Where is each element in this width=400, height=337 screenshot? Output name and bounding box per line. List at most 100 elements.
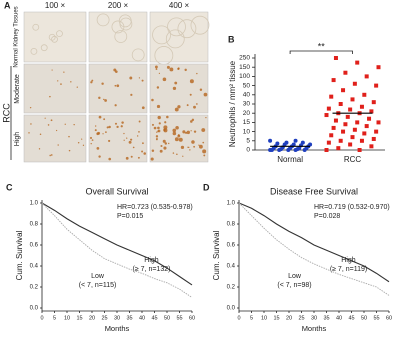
stain-dot: [143, 152, 146, 155]
stain-dot: [137, 156, 140, 159]
stain-dot: [77, 142, 80, 144]
data-point: [336, 146, 341, 151]
x-tick-label: 30: [114, 315, 120, 321]
stain-dot: [162, 139, 166, 143]
stain-dot: [155, 68, 158, 70]
stain-dot: [49, 154, 51, 157]
stain-dot: [142, 142, 144, 145]
y-tick-label: 0.4: [227, 264, 236, 270]
stain-dot: [177, 134, 181, 138]
data-point: [371, 100, 376, 105]
stain-dot: [114, 84, 117, 87]
panel-label: C: [6, 182, 13, 192]
x-tick-label: 25: [298, 315, 304, 321]
x-tick-label: 0: [237, 315, 240, 321]
stain-dot: [177, 105, 181, 109]
stain-dot: [130, 93, 133, 96]
data-point: [376, 65, 381, 70]
data-point: [352, 127, 357, 132]
stain-dot: [196, 72, 198, 75]
tubule: [167, 17, 186, 37]
micrograph: [149, 114, 209, 163]
tubule: [30, 47, 38, 55]
data-point: [374, 129, 379, 134]
stain-dot: [108, 157, 112, 161]
tubule: [40, 44, 48, 52]
stain-dot: [115, 70, 118, 73]
stain-dot: [169, 67, 174, 72]
y-axis-label: Cum. Survival: [212, 230, 221, 280]
x-tick-label: 5: [250, 315, 253, 321]
stain-dot: [123, 139, 125, 141]
row-label: Normal Kidney Tissues: [14, 6, 20, 67]
stain-dot: [116, 84, 120, 88]
data-point: [369, 109, 374, 114]
series-label: High: [341, 257, 356, 264]
stain-dot: [162, 77, 167, 82]
stain-dot: [198, 144, 200, 146]
stain-dot: [203, 92, 208, 97]
data-point: [324, 148, 329, 152]
stain-dot: [82, 144, 85, 146]
stain-dot: [130, 155, 133, 158]
stain-dot: [174, 107, 179, 112]
micrograph: [88, 63, 148, 114]
annotation: HR=0.719 (0.532-0.970): [314, 204, 390, 211]
tubule: [190, 15, 210, 35]
micrograph: [23, 114, 87, 163]
stain-dot: [191, 118, 195, 122]
x-tick-label: 15: [76, 315, 82, 321]
stain-dot: [172, 86, 177, 91]
micrograph: [88, 11, 148, 63]
stain-dot: [29, 107, 32, 109]
x-tick-label: 25: [101, 315, 107, 321]
stain-dot: [81, 138, 83, 140]
stain-dot: [157, 126, 160, 130]
y-tick-label: 1.0: [227, 201, 236, 207]
x-tick-label: 35: [126, 315, 132, 321]
stain-dot: [172, 128, 177, 133]
stain-dot: [166, 115, 169, 119]
stain-dot: [121, 121, 124, 124]
stain-dot: [105, 131, 107, 134]
tubule: [114, 30, 128, 43]
data-point: [362, 131, 367, 136]
stain-dot: [191, 140, 195, 144]
data-point: [376, 120, 381, 125]
x-tick-label: 50: [164, 315, 170, 321]
stain-dot: [130, 138, 133, 141]
micrograph: [23, 63, 87, 114]
stain-dot: [49, 95, 51, 98]
y-tick-label: 5: [246, 138, 250, 145]
stain-dot: [158, 72, 160, 75]
stain-dot: [138, 130, 140, 133]
tubule: [119, 17, 133, 31]
stain-dot: [90, 81, 93, 84]
stain-dot: [73, 123, 75, 126]
stain-dot: [159, 149, 163, 153]
series-detail: (< 7, n=115): [79, 282, 117, 289]
y-tick-label: 0.0: [227, 306, 236, 312]
tubule: [51, 35, 58, 43]
y-tick-label: 0.8: [227, 222, 236, 228]
stain-dot: [108, 125, 111, 129]
data-point: [293, 138, 298, 143]
stain-dot: [98, 115, 102, 119]
data-point: [268, 138, 273, 143]
stain-dot: [50, 119, 53, 122]
y-tick-label: 0.6: [227, 243, 236, 249]
group-label: RCC: [1, 103, 11, 123]
annotation: HR=0.723 (0.535-0.978): [117, 204, 193, 211]
x-tick-label: 35: [323, 315, 329, 321]
data-point: [300, 140, 305, 145]
stain-dot: [126, 137, 128, 139]
stain-dot: [151, 123, 155, 126]
stain-dot: [180, 145, 185, 149]
stain-dot: [98, 155, 101, 158]
stain-dot: [91, 79, 94, 82]
stain-dot: [102, 133, 104, 135]
tubule: [165, 29, 185, 49]
x-axis-label: Months: [302, 324, 327, 333]
x-tick-label: 5: [53, 315, 56, 321]
